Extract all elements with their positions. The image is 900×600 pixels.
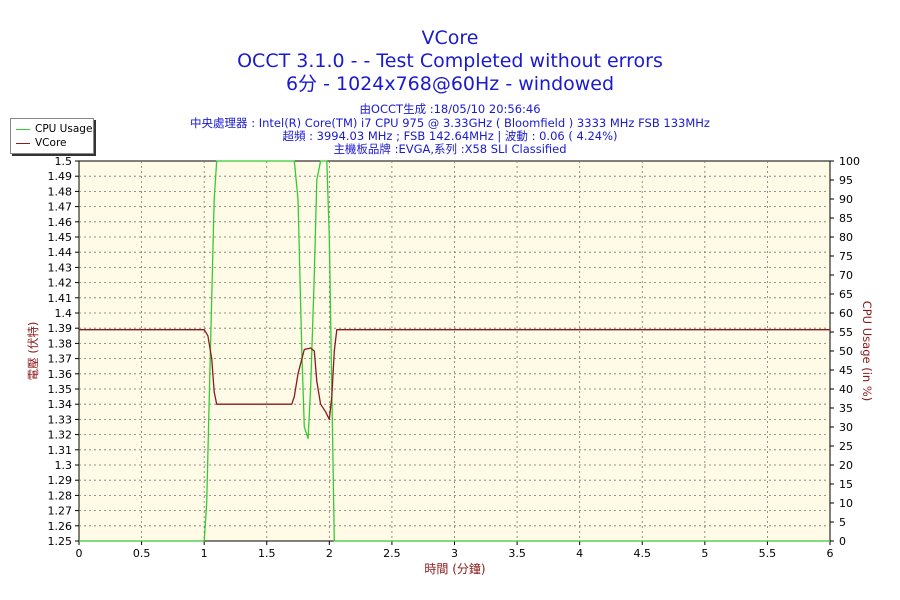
y-tick-label: 1.46	[48, 216, 73, 229]
y-tick-label: 1.4	[55, 307, 73, 320]
y2-tick-label: 15	[839, 478, 853, 491]
x-axis-ticks: 0 0.5 1 1.5 2 2.5 3 3.5 4 4.5 5 5.5 6	[76, 541, 834, 560]
y2-tick-label: 5	[839, 516, 846, 529]
x-axis-label: 時間 (分鐘)	[424, 561, 485, 576]
chart-title: VCore	[421, 27, 479, 49]
y-tick-label: 1.5	[55, 155, 73, 168]
y-tick-label: 1.36	[48, 368, 73, 381]
legend-item-cpu-usage: CPU Usage	[16, 122, 92, 136]
y2-axis-label: CPU Usage (in %)	[860, 301, 874, 402]
motherboard-info: 主機板品牌 :EVGA,系列 :X58 SLI Classified	[333, 142, 567, 156]
y-tick-label: 1.33	[48, 413, 73, 426]
generated-info: 由OCCT生成 :18/05/10 20:56:46	[359, 102, 541, 116]
y2-tick-label: 70	[839, 269, 853, 282]
series-line-cpu-usage	[79, 160, 830, 542]
x-tick-label: 5.5	[759, 547, 777, 560]
y-tick-label: 1.48	[48, 185, 73, 198]
y2-tick-label: 50	[839, 345, 853, 358]
y-tick-label: 1.35	[48, 383, 73, 396]
y2-tick-label: 10	[839, 497, 853, 510]
y2-tick-label: 55	[839, 326, 853, 339]
x-tick-label: 0.5	[133, 547, 151, 560]
y2-tick-label: 35	[839, 402, 853, 415]
legend-label-cpu: CPU Usage	[35, 123, 93, 135]
y-tick-label: 1.29	[48, 474, 73, 487]
y2-tick-label: 25	[839, 440, 853, 453]
y-tick-label: 1.42	[48, 277, 73, 290]
y2-tick-label: 30	[839, 421, 853, 434]
x-tick-label: 1.5	[258, 547, 276, 560]
y2-tick-label: 60	[839, 307, 853, 320]
y-tick-label: 1.32	[48, 429, 73, 442]
x-tick-label: 4.5	[634, 547, 652, 560]
chart-subtitle-config: 6分 - 1024x768@60Hz - windowed	[285, 73, 615, 95]
y-tick-label: 1.47	[48, 201, 73, 214]
y-tick-label: 1.3	[55, 459, 73, 472]
x-tick-label: 3.5	[508, 547, 526, 560]
y2-tick-label: 100	[839, 155, 860, 168]
y-tick-label: 1.25	[48, 535, 73, 548]
y-tick-label: 1.38	[48, 337, 73, 350]
y-tick-label: 1.34	[48, 398, 73, 411]
y2-tick-label: 45	[839, 364, 853, 377]
y2-tick-label: 40	[839, 383, 853, 396]
legend-swatch-cpu	[16, 128, 30, 130]
y2-tick-label: 95	[839, 174, 853, 187]
x-tick-label: 3	[451, 547, 458, 560]
y2-tick-label: 20	[839, 459, 853, 472]
y-tick-label: 1.26	[48, 520, 73, 533]
y2-tick-label: 65	[839, 288, 853, 301]
chart-subtitle-status: OCCT 3.1.0 - - Test Completed without er…	[237, 50, 663, 72]
legend-item-vcore: VCore	[16, 136, 67, 150]
y-tick-label: 1.44	[48, 246, 73, 259]
y2-axis-ticks: 0 5 10 15 20 25 30 35 40 45 50 55 60 65 70 75 80 85 90 95 10…	[830, 155, 860, 548]
legend: CPU Usage VCore	[10, 118, 94, 154]
y-tick-label: 1.43	[48, 261, 73, 274]
y2-tick-label: 85	[839, 212, 853, 225]
x-tick-label: 1	[201, 547, 208, 560]
legend-label-vcore: VCore	[35, 137, 67, 149]
series-line-vcore	[79, 329, 830, 421]
y-tick-label: 1.31	[48, 444, 73, 457]
x-tick-label: 6	[827, 547, 834, 560]
x-tick-label: 2.5	[383, 547, 401, 560]
cpu-info: 中央處理器 : Intel(R) Core(TM) i7 CPU 975 @ 3…	[190, 116, 710, 130]
grid-lines	[79, 161, 830, 541]
x-tick-label: 5	[701, 547, 708, 560]
y-tick-label: 1.45	[48, 231, 73, 244]
y-tick-label: 1.39	[48, 322, 73, 335]
y2-tick-label: 0	[839, 535, 846, 548]
y-tick-label: 1.28	[48, 489, 73, 502]
x-tick-label: 4	[576, 547, 583, 560]
y-axis-label: 電壓 (伏特)	[26, 322, 40, 381]
y-tick-label: 1.49	[48, 170, 73, 183]
y2-tick-label: 75	[839, 250, 853, 263]
legend-swatch-vcore	[16, 142, 30, 144]
overclock-info: 超頻 : 3994.03 MHz ; FSB 142.64MHz | 波動 : …	[282, 129, 618, 143]
x-tick-label: 0	[76, 547, 83, 560]
x-tick-label: 2	[326, 547, 333, 560]
y-tick-label: 1.27	[48, 505, 73, 518]
series-lines	[79, 160, 830, 542]
y-tick-label: 1.41	[48, 292, 73, 305]
y-tick-label: 1.37	[48, 353, 73, 366]
y2-tick-label: 80	[839, 231, 853, 244]
y2-tick-label: 90	[839, 193, 853, 206]
y-axis-ticks: 1.25 1.26 1.27 1.28 1.29 1.3 1.31 1.32 1.33 1.34 1…	[48, 155, 79, 548]
